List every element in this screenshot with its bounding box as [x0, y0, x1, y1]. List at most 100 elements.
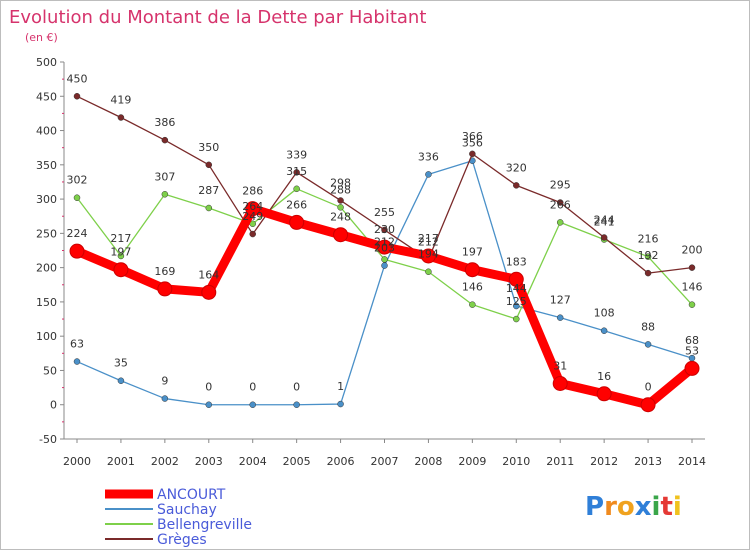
x-tick-label: 2007 — [371, 455, 399, 468]
data-point — [688, 301, 696, 308]
data-point — [513, 302, 520, 310]
data-label: 169 — [154, 265, 175, 278]
data-label: 286 — [242, 185, 263, 198]
data-point — [381, 256, 388, 263]
y-tick-label: 300 — [36, 193, 57, 206]
data-point — [600, 327, 608, 334]
data-label: 197 — [462, 246, 483, 259]
data-label: 295 — [550, 179, 571, 192]
data-label: 307 — [154, 170, 175, 183]
data-point — [249, 230, 256, 238]
data-label: 0 — [205, 381, 212, 394]
logo-letter: i — [652, 492, 661, 522]
data-label: 248 — [330, 211, 351, 224]
data-label: 216 — [638, 233, 659, 246]
data-point — [73, 194, 81, 201]
data-label: 288 — [330, 183, 351, 196]
data-point — [69, 243, 85, 259]
y-tick-label: 400 — [36, 125, 57, 138]
data-point — [513, 315, 520, 323]
data-point — [293, 169, 300, 176]
legend-label: ANCOURT — [157, 487, 226, 503]
data-point — [293, 185, 300, 193]
data-label: 0 — [293, 381, 300, 394]
data-point — [425, 171, 432, 178]
data-label: 315 — [286, 165, 307, 178]
data-point — [73, 358, 81, 365]
y-tick-label: 50 — [43, 364, 57, 377]
data-label: 16 — [597, 370, 611, 383]
x-tick-label: 2010 — [502, 455, 530, 468]
data-label: 53 — [685, 344, 699, 357]
data-label: 287 — [198, 184, 219, 197]
chart-subtitle: (en €) — [25, 31, 58, 44]
data-label: 241 — [594, 216, 615, 229]
data-label: 194 — [418, 248, 439, 261]
y-tick-label: 150 — [36, 296, 57, 309]
data-point — [73, 93, 81, 100]
data-point — [688, 264, 696, 271]
data-label: 125 — [506, 295, 527, 308]
data-point — [161, 191, 169, 198]
data-label: 320 — [506, 161, 527, 174]
data-label: 212 — [374, 235, 395, 248]
logo-letter: x — [635, 492, 652, 522]
x-tick-label: 2006 — [327, 455, 355, 468]
data-label: 230 — [374, 223, 395, 236]
data-point — [556, 314, 564, 321]
data-point — [161, 395, 169, 402]
data-label: 366 — [462, 130, 483, 143]
data-point — [644, 253, 652, 260]
data-point — [293, 401, 300, 408]
x-tick-label: 2011 — [546, 455, 574, 468]
data-point — [113, 262, 129, 278]
data-point — [337, 197, 344, 204]
data-label: 192 — [638, 249, 659, 262]
data-point — [596, 386, 612, 402]
data-label: 450 — [67, 72, 88, 85]
data-point — [117, 252, 125, 260]
data-label: 63 — [70, 338, 84, 351]
data-label: 302 — [67, 174, 88, 187]
x-tick-label: 2005 — [283, 455, 311, 468]
logo-letter: i — [673, 492, 682, 522]
data-point — [684, 360, 700, 376]
data-label: 127 — [550, 294, 571, 307]
y-tick-label: 0 — [50, 399, 57, 412]
data-point — [117, 114, 125, 121]
data-label: 298 — [330, 176, 351, 189]
y-tick-label: 350 — [36, 159, 57, 172]
data-point — [600, 234, 608, 241]
data-label: 144 — [506, 282, 527, 295]
y-tick-label: 100 — [36, 330, 57, 343]
data-point — [425, 268, 432, 275]
data-point — [201, 284, 217, 300]
y-tick-label: 250 — [36, 227, 57, 240]
y-tick-label: 450 — [36, 90, 57, 103]
data-label: 336 — [418, 150, 439, 163]
data-labels: 63 35 9 0 0 0 1 203 336 356 144 127 108 88 68 302 217 307… — [67, 72, 703, 393]
x-tick-label: 2002 — [151, 455, 179, 468]
data-label: 203 — [374, 242, 395, 255]
data-point — [205, 161, 213, 169]
data-point — [205, 204, 213, 212]
y-tick-label: -50 — [39, 433, 57, 446]
data-point — [157, 281, 173, 297]
chart-title: Evolution du Montant de la Dette par Hab… — [9, 7, 426, 28]
x-tick-label: 2008 — [414, 455, 442, 468]
data-label: 255 — [374, 206, 395, 219]
data-label: 266 — [550, 198, 571, 211]
data-point — [117, 377, 125, 384]
data-label: 146 — [682, 281, 703, 294]
data-label: 419 — [110, 94, 131, 107]
data-point — [289, 214, 305, 230]
x-tick-label: 2012 — [590, 455, 618, 468]
logo-letter: P — [585, 492, 604, 522]
x-tick-label: 2003 — [195, 455, 223, 468]
data-label: 146 — [462, 281, 483, 294]
data-label: 386 — [154, 116, 175, 129]
data-label: 183 — [506, 255, 527, 268]
